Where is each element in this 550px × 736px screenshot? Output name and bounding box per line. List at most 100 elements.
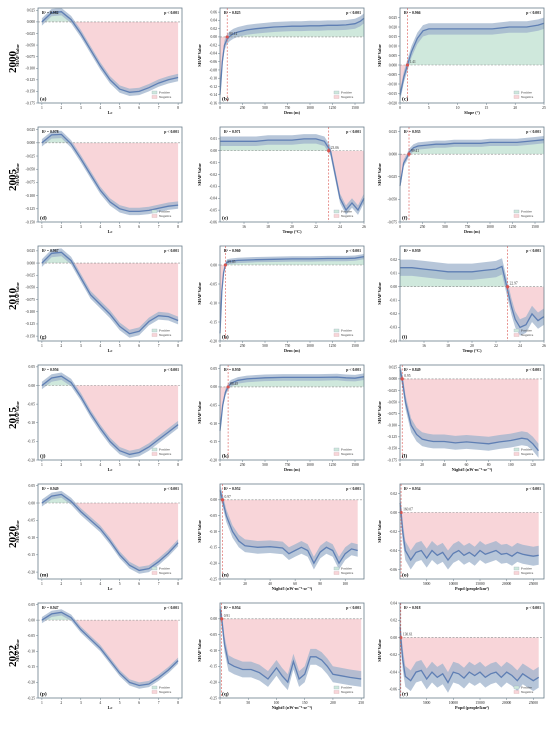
y-tick-label: -0.05 [27, 402, 35, 406]
y-axis-label: SHAP Value [377, 163, 382, 186]
y-tick-label: -0.20 [209, 458, 217, 462]
legend-swatch-positive [513, 90, 520, 95]
legend-label-negative: Negative [159, 95, 172, 99]
p-annotation: p < 0.001 [526, 368, 541, 372]
shap-line [400, 265, 545, 329]
r2-annotation: R² = 0.982 [42, 11, 59, 15]
p-annotation: p < 0.001 [164, 487, 179, 491]
x-tick-label: 6 [138, 463, 140, 467]
r2-annotation: R² = 0.930 [224, 368, 241, 372]
plot-frame [37, 7, 183, 104]
x-axis-label: Temp (°C) [462, 348, 482, 353]
x-tick-label: 5 [428, 106, 430, 110]
x-tick-label: 8 [177, 701, 179, 705]
x-tick-label: 15000 [475, 582, 484, 586]
x-tick-label: 3 [80, 701, 82, 705]
y-tick-label: -0.15 [209, 546, 217, 550]
y-tick-label: -0.04 [389, 670, 397, 674]
threshold-marker [220, 617, 224, 621]
legend-swatch-negative [333, 95, 340, 99]
x-tick-label: 20 [513, 106, 517, 110]
y-tick-label: -0.02 [389, 653, 397, 657]
x-axis-label: Lc [108, 110, 113, 115]
shap-line [219, 376, 365, 431]
shap-line [41, 611, 179, 687]
panel-letter: (g) [40, 334, 47, 341]
y-tick-label: -0.075 [25, 181, 35, 185]
panel-letter: (h) [222, 334, 229, 341]
legend-swatch-negative [151, 95, 158, 99]
shap-line [399, 502, 539, 562]
y-axis-label: SHAP Value [377, 44, 382, 67]
r2-annotation: R² = 0.954 [224, 606, 241, 610]
threshold-label: 23.06 [331, 146, 339, 150]
threshold-marker [506, 285, 510, 289]
x-tick-label: 7 [158, 463, 160, 467]
y-tick-label: -0.005 [387, 73, 397, 77]
x-tick-label: 0 [399, 106, 401, 110]
legend-label-negative: Negative [341, 333, 354, 337]
y-axis-label: SHAP Value [197, 44, 202, 67]
r2-annotation: R² = 0.935 [404, 130, 421, 134]
p-annotation: p < 0.001 [346, 11, 361, 15]
y-tick-label: 0.025 [389, 16, 397, 20]
panel-letter: (o) [402, 572, 409, 579]
y-tick-label: -0.125 [387, 435, 397, 439]
y-axis-label: SHAP Value [197, 639, 202, 662]
legend-swatch-positive [151, 566, 158, 571]
y-tick-label: -0.05 [209, 514, 217, 518]
x-tick-label: 1 [41, 344, 43, 348]
y-tick-label: 0.01 [211, 137, 218, 141]
legend-swatch-positive [513, 328, 520, 333]
legend-label-positive: Positive [341, 448, 352, 452]
x-tick-label: 20000 [502, 582, 511, 586]
shap-line [399, 139, 545, 186]
y-tick-label: 0.04 [391, 601, 398, 605]
x-tick-label: 2 [60, 344, 62, 348]
y-tick-label: 0.05 [211, 367, 218, 371]
confidence-band [400, 258, 544, 336]
x-tick-label: 2 [60, 701, 62, 705]
x-tick-label: 0 [219, 344, 221, 348]
x-tick-label: 1 [41, 701, 43, 705]
x-tick-label: 24 [518, 344, 522, 348]
y-tick-label: 0.025 [27, 249, 35, 253]
positive-region [41, 612, 179, 621]
negative-region [41, 385, 179, 455]
legend-swatch-negative [513, 571, 520, 575]
x-tick-label: 25 [542, 106, 546, 110]
x-axis-label: Temp (°C) [282, 229, 302, 234]
x-tick-label: 6 [138, 344, 140, 348]
y-tick-label: -0.05 [209, 633, 217, 637]
y-tick-label: -0.15 [209, 320, 217, 324]
x-tick-label: 0 [219, 463, 221, 467]
x-tick-label: 1250 [329, 463, 337, 467]
x-tick-label: 3 [80, 582, 82, 586]
y-tick-label: -0.125 [25, 207, 35, 211]
x-tick-label: 6 [138, 106, 140, 110]
y-tick-label: -0.04 [389, 339, 397, 343]
y-tick-label: -0.10 [209, 530, 217, 534]
legend-label-positive: Positive [159, 448, 170, 452]
x-tick-label: 16 [242, 225, 246, 229]
confidence-band [41, 8, 179, 96]
legend-swatch-positive [333, 90, 340, 95]
shap-line [399, 22, 545, 96]
y-axis-label: SHAP Value [15, 282, 20, 305]
chart-panel: 0.025 0.000 -0.025 -0.050 -0.075 -0.100 -0.125… [15, 126, 183, 234]
x-tick-label: 0 [399, 463, 401, 467]
chart-panel: 0.95 0.025 0.000 -0.025 -0.050 -0.075 -0.100 -0… [377, 364, 545, 472]
confidence-band [220, 13, 364, 100]
chart-panel: 0.97 0.00 -0.05 -0.10 -0.15 -0.20 -0.250 20 40 60… [197, 483, 365, 591]
y-tick-label: 0.02 [391, 492, 398, 496]
x-tick-label: 8 [177, 463, 179, 467]
panel-letter: (p) [40, 691, 47, 698]
x-tick-label: 100 [274, 701, 280, 705]
x-tick-label: 60 [293, 582, 297, 586]
threshold-marker [220, 498, 225, 502]
legend-label-negative: Negative [341, 690, 354, 694]
x-tick-label: 10000 [449, 582, 458, 586]
confidence-band [400, 17, 544, 102]
plot-frame [37, 126, 183, 223]
